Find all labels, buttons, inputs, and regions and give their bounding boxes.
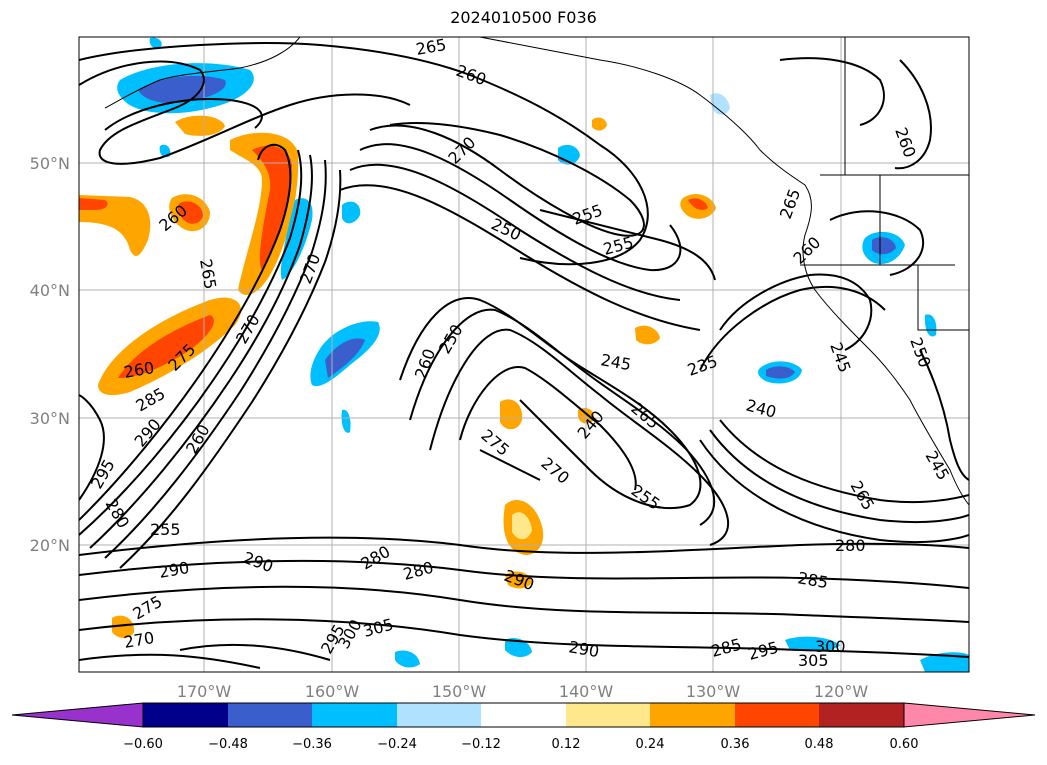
colorbar-extend-min xyxy=(11,702,144,728)
contour-lines xyxy=(79,42,969,669)
colorbar-tick-label: −0.48 xyxy=(208,737,248,752)
lon-label-150w: 150°W xyxy=(432,682,487,701)
lat-label-30n: 30°N xyxy=(30,409,70,428)
colorbar-tick-label: −0.12 xyxy=(461,737,501,752)
latitude-labels: 50°N 40°N 30°N 20°N xyxy=(30,154,70,555)
colorbar-tick-label: 0.12 xyxy=(552,737,581,752)
lon-label-130w: 130°W xyxy=(686,682,741,701)
colorbar-segment xyxy=(312,703,397,727)
colorbar-tick-label: 0.24 xyxy=(636,737,665,752)
lat-label-40n: 40°N xyxy=(30,281,70,300)
colorbar-tick-label: 0.48 xyxy=(805,737,834,752)
contour-label: 300 xyxy=(815,637,846,656)
map-title: 2024010500 F036 xyxy=(450,8,597,27)
contour-label: 280 xyxy=(835,536,866,555)
colorbar-tick-label: 0.60 xyxy=(890,737,919,752)
shaded-anomaly-regions xyxy=(79,37,969,672)
colorbar-segment xyxy=(143,703,228,727)
colorbar-tick-label: −0.24 xyxy=(377,737,417,752)
colorbar-tick-label: −0.36 xyxy=(292,737,332,752)
colorbar: −0.60 −0.48 −0.36 −0.24 −0.12 0.12 0.24 … xyxy=(11,702,1036,752)
colorbar-segment xyxy=(650,703,735,727)
contour-label: 305 xyxy=(798,651,829,670)
lon-label-140w: 140°W xyxy=(559,682,614,701)
colorbar-tick-label: −0.60 xyxy=(123,737,163,752)
colorbar-segment xyxy=(735,703,819,727)
map-frame xyxy=(78,36,970,673)
colorbar-extend-max xyxy=(903,702,1036,728)
longitude-labels: 170°W 160°W 150°W 140°W 130°W 120°W xyxy=(177,682,869,701)
colorbar-segment xyxy=(228,703,312,727)
lon-label-160w: 160°W xyxy=(305,682,360,701)
lat-label-20n: 20°N xyxy=(30,536,70,555)
colorbar-segment xyxy=(397,703,481,727)
lat-label-50n: 50°N xyxy=(30,154,70,173)
colorbar-tick-label: 0.36 xyxy=(721,737,750,752)
lon-label-170w: 170°W xyxy=(177,682,232,701)
lon-label-120w: 120°W xyxy=(814,682,869,701)
contour-label: 255 xyxy=(150,520,181,539)
colorbar-segment xyxy=(566,703,650,727)
coastlines xyxy=(104,37,969,506)
colorbar-segment xyxy=(819,703,904,727)
colorbar-segment xyxy=(481,703,566,727)
